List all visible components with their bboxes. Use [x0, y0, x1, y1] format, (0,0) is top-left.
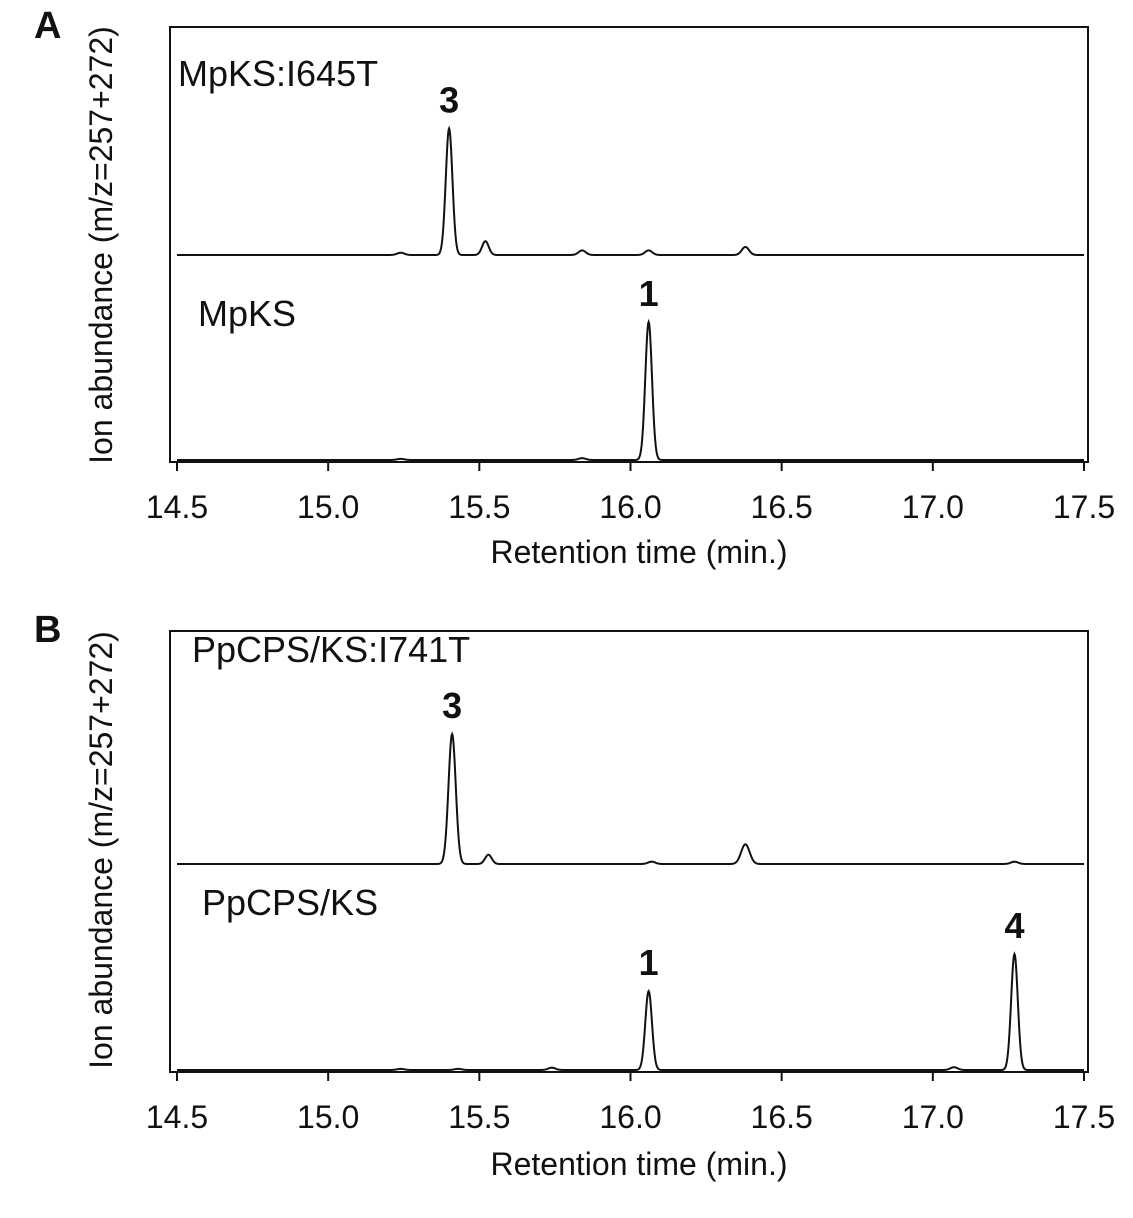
plot-frame-a: [169, 26, 1089, 463]
x-tick-label-b-4: 16.5: [751, 1099, 813, 1135]
x-axis-label-b: Retention time (min.): [491, 1146, 788, 1182]
x-tick-label-a-5: 17.0: [902, 489, 964, 525]
trace-label-ppcps-ks: PpCPS/KS: [202, 882, 378, 923]
trace-label-ppcps-ks-i741t: PpCPS/KS:I741T: [192, 629, 470, 670]
trace-line-a-0: [177, 125, 1084, 256]
panel-a: A Ion abundance (m/z=257+272) Retention …: [34, 5, 1115, 570]
x-tick-label-b-5: 17.0: [902, 1099, 964, 1135]
peak-label-a-0-0: 3: [439, 80, 459, 121]
trace-line-a-1: [177, 318, 1084, 461]
x-tick-label-a-4: 16.5: [751, 489, 813, 525]
plot-frame-b: [169, 630, 1089, 1073]
peak-label-b-0-0: 3: [442, 685, 462, 726]
x-tick-label-b-1: 15.0: [297, 1099, 359, 1135]
x-tick-label-a-0: 14.5: [146, 489, 208, 525]
trace-line-b-1: [177, 951, 1084, 1071]
x-tick-label-a-2: 15.5: [448, 489, 510, 525]
y-axis-label-a: Ion abundance (m/z=257+272): [83, 26, 119, 464]
trace-line-b-0: [177, 731, 1084, 865]
peak-label-b-1-0: 1: [639, 942, 659, 983]
x-tick-label-b-3: 16.0: [599, 1099, 661, 1135]
panel-letter-a: A: [34, 5, 61, 47]
peak-label-b-1-1: 4: [1004, 905, 1024, 946]
x-tick-label-b-2: 15.5: [448, 1099, 510, 1135]
x-tick-label-b-6: 17.5: [1053, 1099, 1115, 1135]
trace-label-mpks: MpKS: [198, 293, 296, 334]
trace-label-mpks-i645t: MpKS:I645T: [178, 53, 378, 94]
panel-letter-b: B: [34, 609, 61, 651]
x-tick-label-a-6: 17.5: [1053, 489, 1115, 525]
y-axis-label-b: Ion abundance (m/z=257+272): [83, 631, 119, 1069]
x-tick-label-b-0: 14.5: [146, 1099, 208, 1135]
peak-label-a-1-0: 1: [639, 273, 659, 314]
x-tick-label-a-1: 15.0: [297, 489, 359, 525]
x-tick-label-a-3: 16.0: [599, 489, 661, 525]
panel-b: B Ion abundance (m/z=257+272) Retention …: [34, 609, 1115, 1182]
x-axis-label-a: Retention time (min.): [491, 534, 788, 570]
